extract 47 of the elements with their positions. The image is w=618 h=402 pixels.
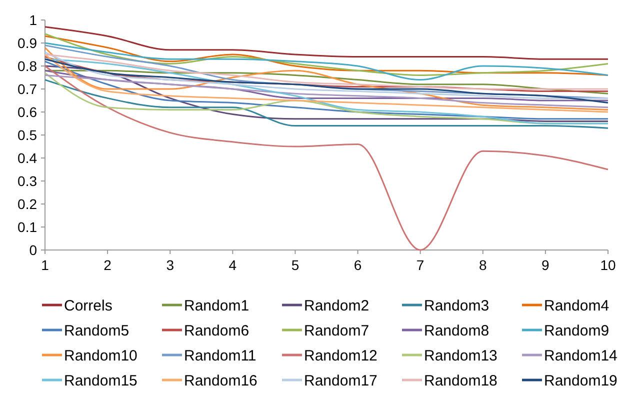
legend-label: Random14 — [544, 347, 618, 364]
x-tick-label: 9 — [542, 257, 550, 273]
x-tick-label: 3 — [166, 257, 174, 273]
legend-label: Random7 — [304, 322, 370, 340]
legend-label: Random12 — [304, 347, 378, 364]
y-tick-label: 0.6 — [18, 104, 38, 120]
legend-label: Random18 — [424, 372, 498, 390]
legend-label: Random15 — [64, 372, 138, 390]
x-tick-label: 1 — [41, 257, 50, 273]
y-tick-label: 0 — [29, 242, 38, 258]
x-tick-label: 7 — [416, 257, 424, 273]
y-tick-label: 0.1 — [18, 218, 38, 235]
x-tick-label: 4 — [228, 257, 237, 273]
legend-label: Random10 — [64, 347, 138, 364]
y-tick-label: 0.4 — [18, 150, 38, 166]
x-tick-label: 2 — [104, 257, 112, 273]
legend-label: Random16 — [184, 372, 258, 390]
y-tick-label: 0.5 — [18, 126, 38, 143]
line-series — [44, 26, 609, 60]
legend-label: Random5 — [64, 322, 130, 340]
line-series — [44, 58, 609, 104]
x-tick-label: 6 — [354, 257, 362, 273]
legend-label: Random17 — [304, 372, 378, 390]
line-series — [44, 42, 609, 81]
legend-label: Random11 — [184, 347, 256, 364]
legend-label: Random2 — [304, 297, 370, 314]
y-tick-label: 0.9 — [18, 34, 38, 51]
legend-label: Random13 — [424, 347, 498, 364]
x-tick-label: 10 — [600, 257, 616, 273]
y-tick-label: 0.7 — [18, 80, 38, 97]
y-tick-label: 0.8 — [18, 58, 38, 74]
line-series — [44, 70, 609, 102]
line-series — [44, 79, 609, 129]
legend-label: Random9 — [544, 322, 610, 340]
legend-label: Random1 — [184, 297, 250, 314]
y-tick-label: 0.2 — [18, 196, 38, 212]
x-tick-label: 8 — [478, 257, 487, 273]
legend-label: Random19 — [544, 372, 618, 390]
legend-label: Random8 — [424, 322, 490, 340]
legend-label: Random3 — [424, 297, 490, 314]
legend-label: Random6 — [184, 322, 250, 340]
x-tick-label: 5 — [291, 257, 300, 273]
y-tick-label: 1 — [29, 12, 38, 28]
line-series — [44, 74, 609, 108]
legend-label: Random4 — [544, 297, 610, 314]
legend-label: Correls — [64, 297, 112, 314]
y-tick-label: 0.3 — [18, 172, 38, 189]
